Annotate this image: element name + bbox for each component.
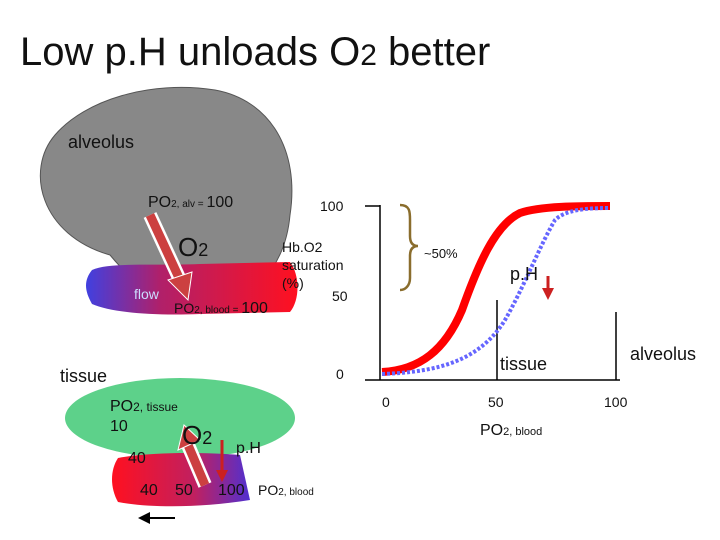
tissue-po2-blood-label: PO2, blood — [258, 482, 314, 498]
ph-down-arrow-graph — [542, 276, 554, 300]
graph-axes — [365, 205, 620, 381]
y-tick-0: 0 — [336, 366, 344, 382]
y-tick-100: 100 — [320, 198, 344, 214]
tissue-vessel — [112, 453, 250, 507]
tissue-value-40-top: 40 — [128, 450, 146, 467]
flow-arrow-tissue — [138, 512, 175, 524]
ph-down-arrow-tissue — [216, 440, 228, 482]
curve-low-ph — [381, 206, 611, 376]
x-tick-100: 100 — [604, 394, 628, 410]
x-tick-0: 0 — [382, 394, 390, 410]
po2-tissue-label: PO2, tissue — [110, 398, 178, 415]
o2-label-tissue: O2 — [182, 420, 213, 450]
bracket-label: ~50% — [424, 246, 458, 261]
alveolus-label: alveolus — [68, 132, 135, 152]
po2-alveolus-label: PO2, alv = 100 — [148, 194, 234, 211]
tissue-label: tissue — [60, 366, 108, 386]
x-tick-50: 50 — [488, 394, 504, 410]
x-axis-label: PO2, blood — [480, 422, 543, 439]
o2-diffusion-arrow-tissue — [177, 424, 212, 488]
saturation-bracket — [399, 203, 419, 292]
tissue-ph-label: p.H — [236, 440, 261, 457]
y-axis-label: Hb.O2 saturation (%) — [282, 239, 344, 291]
graph-tissue-marker-label: tissue — [500, 354, 548, 374]
o2-diffusion-arrow-alveolus — [143, 212, 193, 302]
page-title: Low p.H unloads O2 better — [20, 30, 491, 74]
flow-label: flow — [134, 286, 159, 302]
graph-ph-label: p.H — [510, 264, 539, 284]
alveolus-vessel — [86, 262, 298, 315]
po2-blood-label: PO2, blood = 100 — [174, 300, 268, 317]
y-tick-50: 50 — [332, 288, 348, 304]
tissue-value-50: 50 — [175, 482, 193, 499]
tissue-value-100: 100 — [218, 482, 245, 499]
graph-alveolus-marker-label: alveolus — [630, 344, 697, 364]
curve-normal-ph — [381, 202, 611, 376]
o2-label-alveolus: O2 — [178, 232, 209, 262]
po2-tissue-value: 10 — [110, 418, 128, 435]
tissue-value-40: 40 — [140, 482, 158, 499]
tissue-ellipse — [65, 378, 295, 458]
